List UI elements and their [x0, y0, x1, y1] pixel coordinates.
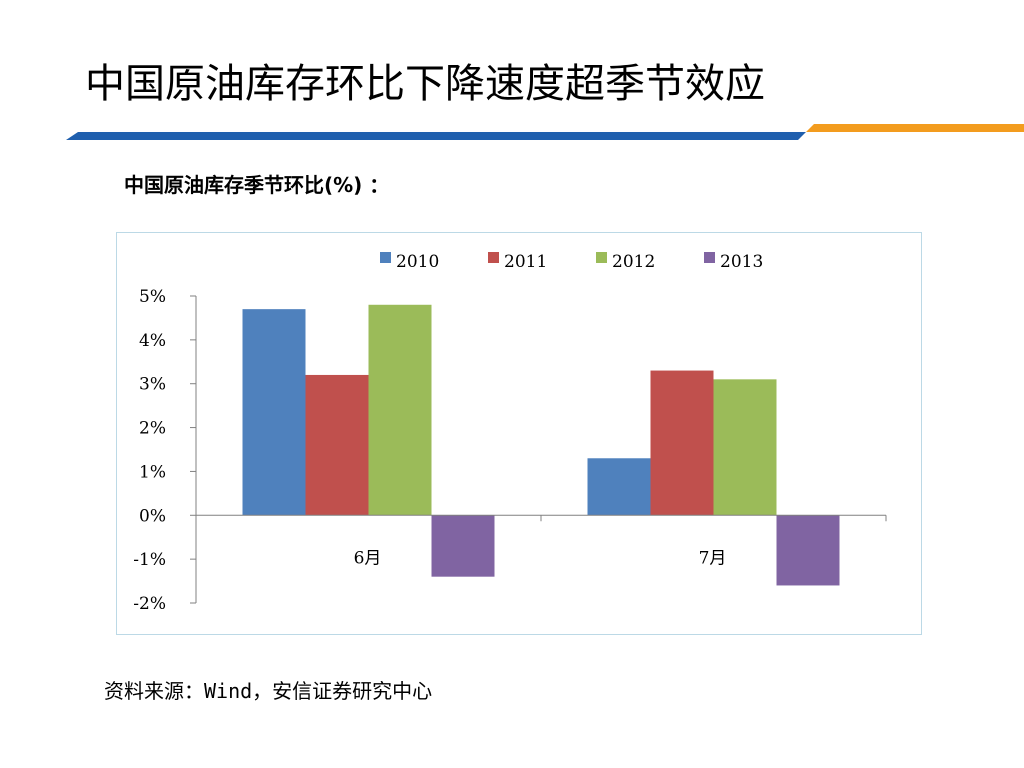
source-note: 资料来源：Wind，安信证券研究中心 [104, 679, 433, 703]
slide-title: 中国原油库存环比下降速度超季节效应 [85, 61, 765, 107]
header-divider [66, 124, 1024, 140]
chart-heading: 中国原油库存季节环比(%) ： [124, 173, 390, 197]
header-divider-orange [806, 124, 1024, 132]
header-divider-blue [66, 132, 806, 140]
chart-frame [116, 232, 922, 635]
